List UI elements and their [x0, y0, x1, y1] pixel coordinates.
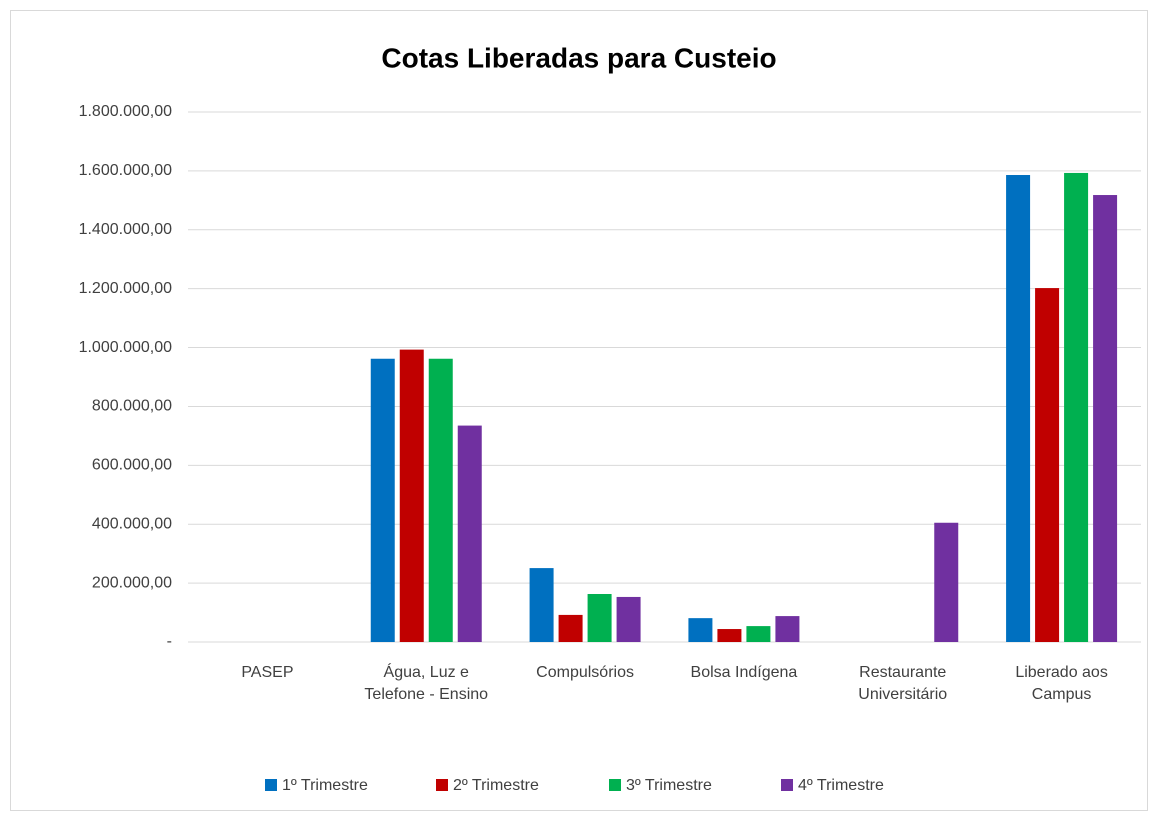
legend-swatch — [265, 779, 277, 791]
bar — [616, 596, 641, 642]
bar — [428, 358, 453, 642]
bar — [1093, 195, 1118, 643]
bar — [370, 358, 395, 642]
x-tick-label: Bolsa Indígena — [690, 664, 798, 681]
y-tick-label: 1.200.000,00 — [79, 280, 173, 297]
y-tick-label: 400.000,00 — [92, 515, 172, 532]
legend-swatch — [781, 779, 793, 791]
bar — [934, 522, 959, 642]
bar — [1064, 172, 1089, 642]
bar — [775, 616, 800, 642]
bar — [1035, 288, 1060, 642]
bar — [717, 629, 742, 642]
legend-label: 2º Trimestre — [453, 777, 539, 794]
bar — [399, 349, 424, 642]
y-tick-label: 600.000,00 — [92, 457, 172, 474]
x-tick-label: Água, Luz e Telefone - Ensino — [364, 664, 489, 703]
x-tick-label: Compulsórios — [536, 664, 634, 681]
bar — [587, 594, 612, 642]
y-tick-label: 1.800.000,00 — [79, 103, 173, 120]
x-tick-label: PASEP — [241, 664, 294, 681]
legend-swatch — [436, 779, 448, 791]
y-tick-label: 1.400.000,00 — [79, 221, 173, 238]
legend-label: 1º Trimestre — [282, 777, 368, 794]
x-tick-label: Liberado aos Campus — [1015, 664, 1108, 703]
bar — [529, 568, 554, 642]
y-tick-label: 1.000.000,00 — [79, 339, 173, 356]
legend-label: 4º Trimestre — [798, 777, 884, 794]
y-tick-label: 1.600.000,00 — [79, 162, 173, 179]
y-tick-label: - — [167, 633, 172, 650]
bar — [1006, 175, 1031, 642]
y-tick-label: 800.000,00 — [92, 398, 172, 415]
legend-label: 3º Trimestre — [626, 777, 712, 794]
bar — [558, 614, 583, 642]
chart-title: Cotas Liberadas para Custeio — [381, 42, 776, 73]
bar — [688, 618, 713, 642]
y-tick-label: 200.000,00 — [92, 574, 172, 591]
bar — [746, 626, 771, 642]
x-tick-label: Restaurante Universitário — [858, 664, 948, 703]
chart-border — [10, 10, 1148, 811]
bar — [457, 425, 482, 642]
legend-swatch — [609, 779, 621, 791]
